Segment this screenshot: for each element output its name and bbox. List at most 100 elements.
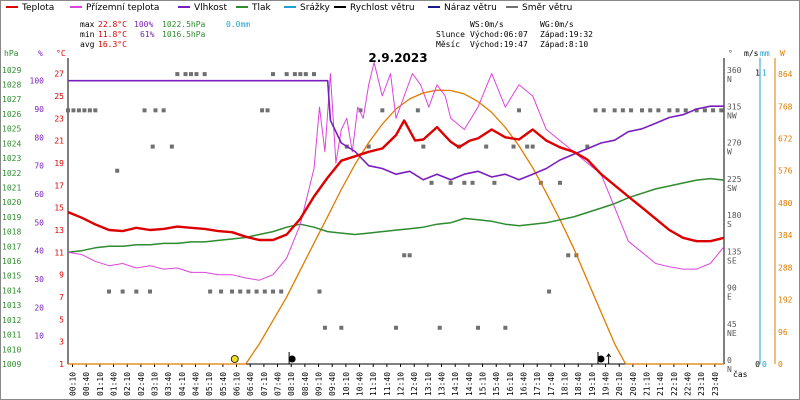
solar-tick: 288 bbox=[778, 263, 793, 272]
direction-tick: 45 bbox=[727, 320, 737, 329]
wind-direction-point bbox=[675, 108, 680, 113]
wind-direction-point bbox=[380, 108, 385, 113]
legend-label-3: Tlak bbox=[251, 3, 272, 13]
wind-direction-point bbox=[470, 180, 475, 185]
x-tick-label: 02:10 bbox=[123, 372, 132, 396]
humidity-tick: 40 bbox=[34, 247, 44, 256]
x-tick-label: 17:40 bbox=[547, 372, 556, 396]
direction-tick-label: SE bbox=[727, 256, 737, 265]
wind-direction-point bbox=[230, 289, 234, 294]
direction-tick-label: SW bbox=[727, 184, 737, 193]
wind-tick: 1 bbox=[755, 69, 760, 78]
temperature-tick: 23 bbox=[54, 114, 64, 123]
legend-label-6: Náraz větru bbox=[444, 3, 497, 13]
x-tick-label: 04:40 bbox=[192, 372, 201, 396]
wind-direction-point bbox=[656, 108, 661, 113]
direction-tick: 225 bbox=[727, 175, 742, 184]
temperature-tick: 15 bbox=[54, 204, 64, 213]
wind-direction-point bbox=[254, 289, 259, 294]
sunset-info: Západ:19:32 bbox=[540, 30, 593, 39]
wind-direction-point bbox=[183, 72, 188, 77]
x-tick-label: 10:10 bbox=[342, 372, 351, 396]
x-tick-label: 20:40 bbox=[629, 372, 638, 396]
wind-direction-point bbox=[246, 289, 251, 294]
wind-direction-point bbox=[148, 289, 152, 294]
wind-direction-point bbox=[66, 108, 70, 113]
x-tick-label: 22:40 bbox=[684, 372, 693, 396]
wind-direction-point bbox=[547, 289, 552, 294]
rain-tick: 0 bbox=[762, 360, 767, 369]
x-tick-label: 14:10 bbox=[451, 372, 460, 396]
wind-direction-point bbox=[415, 108, 420, 113]
wind-direction-point bbox=[667, 108, 672, 113]
direction-tick-label: NE bbox=[727, 329, 737, 338]
humidity-line bbox=[68, 79, 724, 181]
x-tick-label: 22:10 bbox=[670, 372, 679, 396]
x-tick-label: 21:10 bbox=[643, 372, 652, 396]
humidity-tick: 30 bbox=[34, 275, 44, 284]
humidity-tick: 60 bbox=[34, 190, 44, 199]
direction-tick-label: S bbox=[727, 220, 732, 229]
wind-direction-point bbox=[292, 72, 297, 77]
legend-label-1: Přízemní teplota bbox=[86, 3, 159, 13]
sunrise-marker bbox=[230, 355, 239, 363]
wind-direction-point bbox=[711, 108, 716, 113]
stat-max-temp: 22.8°C bbox=[98, 20, 127, 29]
temperature-tick: 3 bbox=[59, 338, 64, 347]
stat-max-hum: 100% bbox=[134, 20, 153, 29]
wind-direction-point bbox=[271, 289, 275, 294]
x-tick-label: 18:40 bbox=[574, 372, 583, 396]
solar-tick: 96 bbox=[778, 328, 788, 337]
wind-direction-point bbox=[312, 72, 316, 77]
wind-direction-point bbox=[317, 289, 322, 294]
wind-direction-point bbox=[394, 325, 398, 330]
x-tick-label: 16:10 bbox=[506, 372, 515, 396]
direction-tick: 270 bbox=[727, 139, 742, 148]
x-tick-label: 18:10 bbox=[561, 372, 570, 396]
x-tick-label: 12:40 bbox=[410, 372, 419, 396]
x-tick-label: 07:10 bbox=[260, 372, 269, 396]
legend-label-7: Směr větru bbox=[522, 3, 572, 13]
wind-direction-point bbox=[134, 289, 139, 294]
pressure-tick: 1016 bbox=[2, 257, 21, 266]
wind-direction-point bbox=[284, 72, 289, 77]
wind-direction-point bbox=[265, 108, 270, 113]
wind-direction-point bbox=[238, 289, 243, 294]
wind-direction-point bbox=[142, 108, 147, 113]
pressure-tick: 1029 bbox=[2, 66, 21, 75]
direction-tick: 0 bbox=[727, 356, 732, 365]
temperature-line bbox=[67, 119, 725, 243]
temperature-tick: 7 bbox=[59, 293, 64, 302]
moon-marker bbox=[597, 355, 605, 363]
wind-direction-point bbox=[629, 108, 634, 113]
x-tick-label: 08:10 bbox=[287, 372, 296, 396]
direction-tick: 360 bbox=[727, 66, 742, 75]
direction-tick-label: N bbox=[727, 365, 732, 374]
moon-label: Měsíc bbox=[436, 40, 460, 49]
wind-direction-point bbox=[702, 108, 707, 113]
temperature-tick: 13 bbox=[54, 226, 64, 235]
legend-label-5: Rychlost větru bbox=[350, 3, 415, 13]
sun-label: Slunce bbox=[436, 30, 465, 39]
x-tick-label: 16:40 bbox=[520, 372, 529, 396]
x-tick-label: 23:40 bbox=[711, 372, 720, 396]
pressure-tick: 1021 bbox=[2, 183, 21, 192]
pressure-tick: 1010 bbox=[2, 345, 21, 354]
rain-tick: 1 bbox=[762, 69, 767, 78]
x-tick-label: 04:10 bbox=[178, 372, 187, 396]
moon-marker bbox=[288, 355, 296, 363]
sunrise-info: Východ:06:07 bbox=[470, 30, 528, 39]
pressure-tick: 1027 bbox=[2, 95, 21, 104]
wind-direction-point bbox=[71, 108, 76, 113]
solar-tick: 576 bbox=[778, 167, 793, 176]
x-tick-label: 00:10 bbox=[69, 372, 78, 396]
unit-humidity: % bbox=[38, 49, 43, 58]
direction-tick-label: N bbox=[727, 75, 732, 84]
wind-speed-info: WS:0m/s bbox=[470, 20, 504, 29]
x-tick-label: 21:40 bbox=[656, 372, 665, 396]
wind-direction-point bbox=[219, 289, 224, 294]
x-tick-label: 13:10 bbox=[424, 372, 433, 396]
wind-direction-point bbox=[153, 108, 158, 113]
stat-min-label: min bbox=[80, 30, 95, 39]
wind-direction-point bbox=[694, 108, 699, 113]
